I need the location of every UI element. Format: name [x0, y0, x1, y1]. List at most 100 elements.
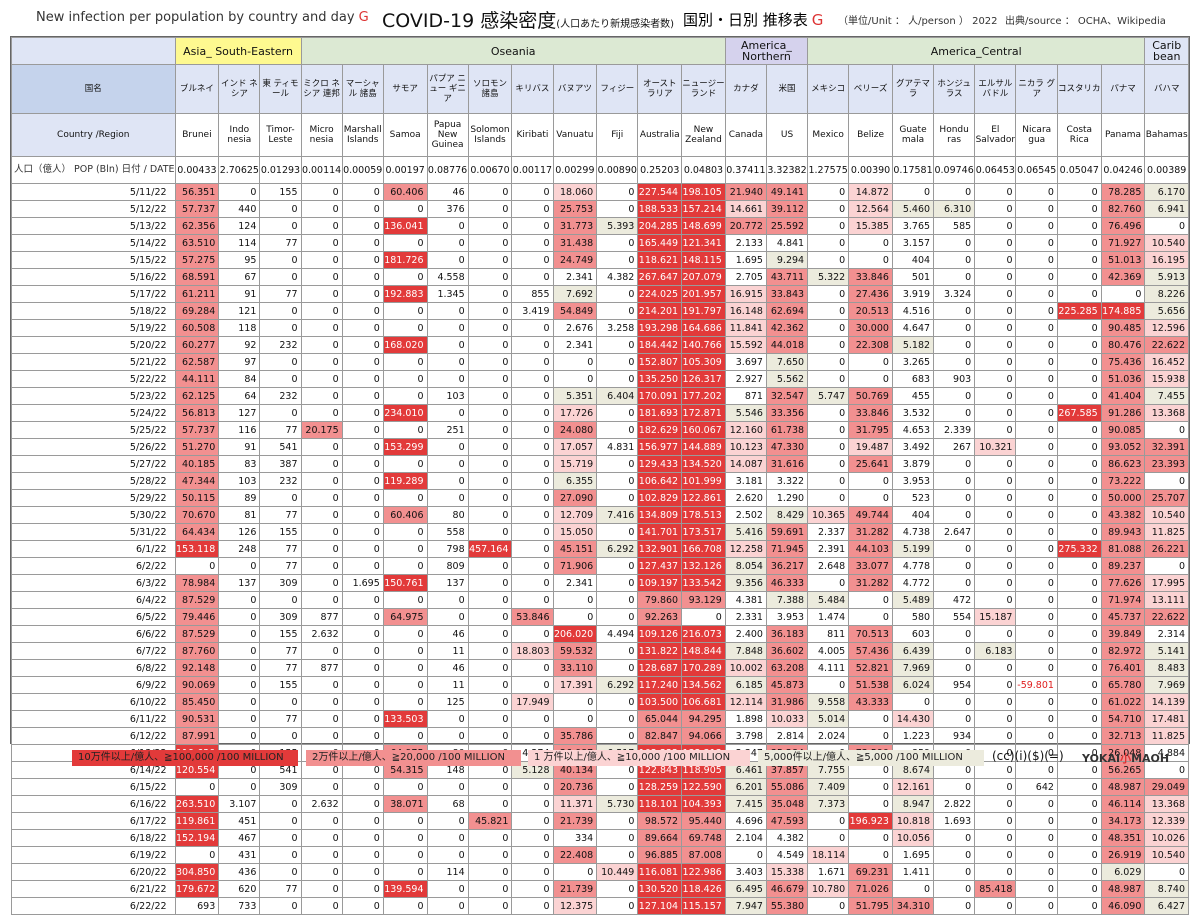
data-cell: 0 [300, 319, 343, 337]
cc-license-icon: (cc)(i)($)(=) [992, 749, 1064, 763]
data-cell: 0 [974, 829, 1017, 847]
title-main-text: COVID-19 感染密度 [382, 10, 557, 32]
data-cell: 0 [511, 625, 554, 643]
data-cell: 105.309 [681, 353, 726, 371]
data-cell: 0 [259, 863, 302, 881]
data-cell: 2.337 [807, 523, 850, 541]
data-cell: 0 [259, 795, 302, 813]
data-cell: 6.355 [552, 472, 598, 490]
data-cell: 267.647 [637, 268, 683, 286]
data-cell: 1.474 [807, 608, 850, 626]
data-cell: 0 [174, 557, 220, 575]
data-cell: 21.940 [724, 183, 767, 201]
date-cell: 6/15/22 [11, 778, 176, 796]
date-cell: 6/6/22 [11, 625, 176, 643]
data-cell: 0 [300, 251, 343, 269]
data-cell: 4.558 [426, 268, 469, 286]
data-cell: 155 [259, 183, 302, 201]
data-cell: 0 [300, 183, 343, 201]
data-cell: 0 [259, 268, 302, 286]
data-cell: 0 [341, 472, 384, 490]
data-cell: 82.760 [1100, 200, 1146, 218]
data-cell: 90.085 [1100, 421, 1146, 439]
data-cell: 0 [300, 591, 343, 609]
data-cell: 32.713 [1100, 727, 1146, 745]
date-cell: 5/23/22 [11, 387, 176, 405]
data-cell: 0 [807, 285, 850, 303]
data-cell: 36.217 [765, 557, 809, 575]
data-cell: 0 [341, 693, 384, 711]
data-cell: 0 [807, 574, 850, 592]
data-cell: 133.542 [681, 574, 726, 592]
data-cell: 3.953 [765, 608, 809, 626]
data-cell: 0 [974, 574, 1017, 592]
data-cell: 0 [933, 642, 976, 660]
data-cell: 275.332 [1056, 540, 1102, 558]
data-cell: 61.738 [765, 421, 809, 439]
data-cell: 0 [933, 353, 976, 371]
data-cell: 0 [341, 387, 384, 405]
data-cell: 0 [467, 353, 513, 371]
data-cell: 0 [974, 727, 1017, 745]
data-cell: 0 [974, 319, 1017, 337]
data-cell: 248 [218, 540, 261, 558]
data-cell: 0 [974, 336, 1017, 354]
data-cell: 0 [596, 574, 639, 592]
data-cell: 0 [511, 727, 554, 745]
data-cell: 0 [511, 523, 554, 541]
data-cell: 0 [467, 285, 513, 303]
population-value: 1.27575 [807, 156, 850, 184]
data-cell: 121 [218, 302, 261, 320]
data-cell: 0 [596, 489, 639, 507]
data-cell: 3.324 [933, 285, 976, 303]
data-cell: 0 [807, 370, 850, 388]
data-cell: 11.841 [724, 319, 767, 337]
data-cell: 0 [552, 608, 598, 626]
data-cell: 0 [1056, 727, 1102, 745]
data-cell: 811 [807, 625, 850, 643]
data-cell: 51.795 [848, 897, 893, 915]
data-cell: 2.502 [724, 506, 767, 524]
data-cell: 79.446 [174, 608, 220, 626]
data-cell: 118.426 [681, 880, 726, 898]
data-cell: 5.484 [807, 591, 850, 609]
data-cell: 130.520 [637, 880, 683, 898]
data-cell: 0 [341, 217, 384, 235]
data-cell: 3.419 [511, 302, 554, 320]
data-cell: 17.949 [511, 693, 554, 711]
data-cell: 0 [596, 693, 639, 711]
table-row: 6/11/22 90.531 0 77 0 0 133.503 0 0 0 0 0 65.044 94.2… [11, 710, 1189, 728]
date-cell: 5/18/22 [11, 302, 176, 320]
country-name-en: Marshall Islands [341, 113, 384, 157]
data-cell: 0 [218, 625, 261, 643]
date-cell: 6/19/22 [11, 846, 176, 864]
data-cell: 0 [596, 302, 639, 320]
data-cell: 309 [259, 574, 302, 592]
data-cell: 39.112 [765, 200, 809, 218]
data-cell: 81 [218, 506, 261, 524]
data-cell: 80 [426, 506, 469, 524]
date-cell: 5/28/22 [11, 472, 176, 490]
data-cell: 0 [341, 353, 384, 371]
data-cell: 129.433 [637, 455, 683, 473]
data-cell: 11.371 [552, 795, 598, 813]
data-cell: 0 [1015, 727, 1058, 745]
country-name-en: Hondu ras [933, 113, 976, 157]
data-cell: 84 [218, 370, 261, 388]
data-cell: 2.341 [552, 336, 598, 354]
data-cell: 436 [218, 863, 261, 881]
data-cell: 4.841 [765, 234, 809, 252]
data-cell: 0 [426, 489, 469, 507]
country-name-jp: 東 ティモール [259, 64, 302, 114]
data-cell: 232 [259, 336, 302, 354]
country-name-jp: ベリーズ [848, 64, 893, 114]
table-row: 5/23/22 62.125 64 232 0 0 0 103 0 0 5.351 6.404 170.… [11, 387, 1189, 405]
data-cell: 42.369 [1100, 268, 1146, 286]
data-cell: 10.365 [807, 506, 850, 524]
data-cell: 2.400 [724, 625, 767, 643]
data-cell: 127 [218, 404, 261, 422]
data-cell: 0 [426, 608, 469, 626]
data-cell: 877 [300, 608, 343, 626]
table-row: 5/14/22 63.510 114 77 0 0 0 0 0 0 31.438 0 165.449 12… [11, 234, 1189, 252]
data-cell: 404 [891, 506, 935, 524]
